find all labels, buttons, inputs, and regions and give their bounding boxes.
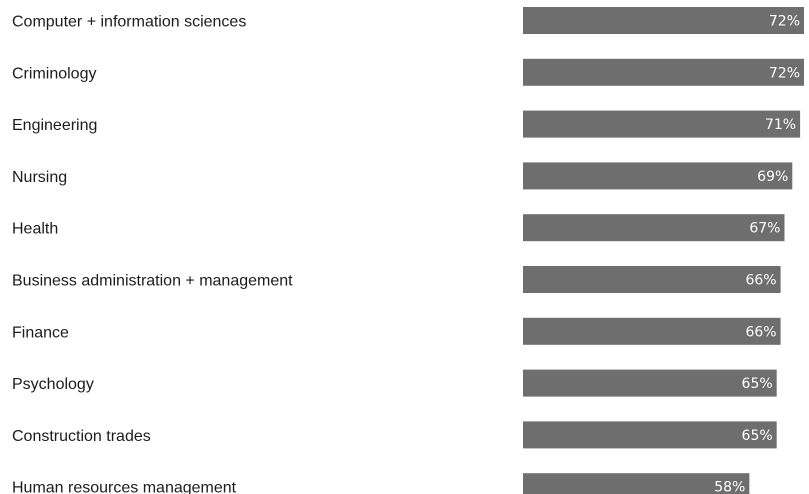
category-label: Engineering [12, 117, 97, 134]
value-label: 72% [769, 14, 800, 30]
value-labels: 72% 72% 71% 69% 67% 66% 66% 65% 65% 58% [714, 14, 800, 494]
bar [523, 421, 777, 449]
category-label: Construction trades [12, 428, 151, 445]
value-label: 66% [745, 273, 776, 289]
bar [523, 473, 750, 494]
value-label: 67% [749, 221, 780, 237]
category-label: Health [12, 221, 58, 238]
category-label: Human resources management [12, 480, 237, 494]
bar [523, 110, 801, 138]
value-label: 65% [742, 376, 773, 392]
bar [523, 58, 804, 86]
category-label: Finance [12, 324, 69, 341]
bar [523, 317, 781, 345]
bar [523, 266, 781, 293]
value-label: 66% [745, 324, 776, 340]
category-labels: Computer + information sciences Criminolo… [12, 14, 293, 494]
value-label: 69% [757, 169, 788, 185]
category-label: Nursing [12, 169, 67, 186]
bar [523, 7, 804, 34]
category-label: Criminology [12, 65, 96, 82]
value-label: 72% [769, 65, 800, 81]
value-label: 65% [742, 428, 773, 444]
value-label: 71% [765, 117, 796, 133]
bars [523, 7, 804, 494]
bar [523, 369, 777, 397]
category-label: Psychology [12, 376, 94, 393]
category-label: Computer + information sciences [12, 14, 246, 31]
category-label: Business administration + management [12, 273, 293, 290]
bar [523, 162, 793, 190]
value-label: 58% [714, 480, 745, 494]
bar [523, 214, 785, 242]
